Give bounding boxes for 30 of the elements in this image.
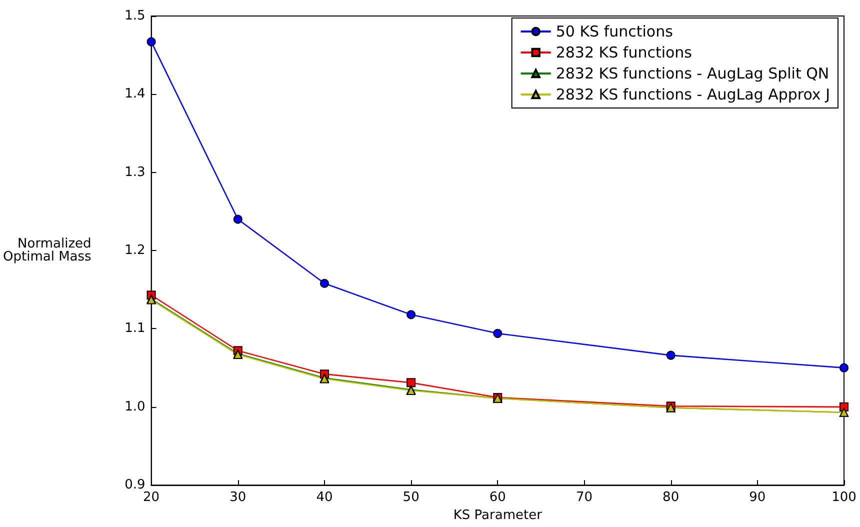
x-tick-label: 50 — [402, 490, 420, 506]
x-tick-label: 100 — [832, 490, 856, 506]
y-tick-label: 1.4 — [124, 86, 146, 102]
x-tick-label: 70 — [576, 490, 593, 506]
y-tick-label: 0.9 — [124, 478, 146, 493]
x-axis-title: KS Parameter — [453, 508, 543, 523]
legend-label: 2832 KS functions - AugLag Approx J — [556, 86, 830, 104]
y-tick-label: 1.2 — [124, 243, 146, 258]
y-axis-title: Normalized Optimal Mass — [3, 236, 92, 265]
legend-label: 2832 KS functions - AugLag Split QN — [556, 64, 830, 82]
y-tick-label: 1.1 — [124, 321, 146, 336]
point — [146, 37, 156, 46]
point — [406, 310, 416, 320]
x-tick-label: 30 — [230, 490, 246, 506]
point — [406, 378, 416, 388]
x-tick-label: 60 — [489, 490, 506, 506]
x-tick-label: 80 — [662, 490, 680, 506]
y-tick-label: 1.3 — [124, 164, 146, 180]
x-tick-label: 90 — [749, 490, 766, 506]
point — [840, 363, 848, 372]
point — [666, 350, 676, 360]
x-tick-label: 20 — [143, 490, 160, 506]
point — [320, 278, 329, 288]
point — [233, 214, 242, 224]
y-tick-label: 1.5 — [124, 8, 146, 24]
point — [493, 328, 502, 338]
legend-label: 2832 KS functions — [556, 44, 692, 62]
legend-label: 50 KS functions — [556, 22, 674, 40]
y-tick-label: 1.0 — [124, 399, 146, 414]
x-tick-label: 40 — [316, 490, 333, 506]
